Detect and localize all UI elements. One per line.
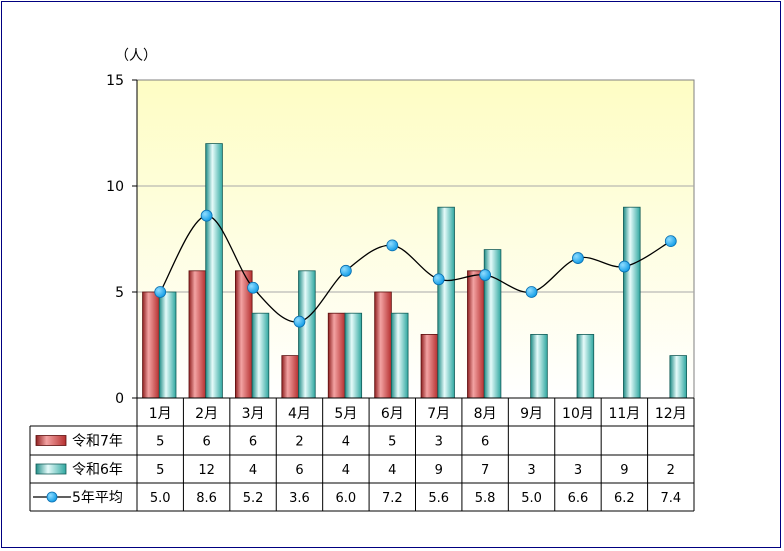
data-label: 6	[249, 435, 257, 450]
average-marker	[154, 286, 167, 298]
x-tick-label: 7月	[427, 406, 450, 422]
data-label: 5	[156, 435, 164, 450]
data-label: 3	[527, 463, 535, 478]
average-marker	[479, 269, 492, 281]
bar-reiwa6	[530, 333, 548, 399]
data-label: 4	[388, 463, 396, 478]
x-tick-label: 9月	[520, 406, 543, 422]
legend-key-reiwa7	[35, 435, 67, 446]
data-label: 4	[342, 463, 350, 478]
data-label: 5	[388, 435, 396, 450]
data-label: 3.6	[289, 491, 310, 506]
data-label: 9	[435, 463, 443, 478]
data-label: 5.2	[243, 491, 264, 506]
y-unit-label: （人）	[115, 48, 157, 64]
y-tick-label: 0	[115, 391, 124, 407]
average-marker	[664, 235, 677, 248]
data-label: 6.0	[336, 491, 357, 506]
bar-reiwa6	[298, 270, 316, 399]
average-marker	[618, 260, 631, 273]
bar-reiwa7	[467, 270, 485, 399]
bar-reiwa6	[437, 206, 455, 399]
legend-key-reiwa6	[35, 463, 67, 475]
bar-reiwa7	[327, 312, 346, 399]
data-label: 8.6	[196, 491, 217, 506]
average-marker	[247, 281, 259, 294]
bar-reiwa7	[281, 355, 299, 399]
data-label: 4	[249, 463, 257, 478]
data-label: 5.8	[475, 491, 496, 506]
average-marker	[339, 264, 352, 277]
bar-reiwa6	[669, 355, 687, 399]
data-label: 7	[481, 463, 489, 478]
x-tick-label: 8月	[474, 406, 497, 422]
data-label: 3	[574, 463, 582, 478]
data-label: 6	[481, 435, 489, 450]
data-label: 6	[202, 435, 210, 450]
data-label: 2	[295, 435, 303, 450]
y-tick-label: 15	[106, 73, 124, 89]
data-label: 12	[198, 463, 215, 478]
bar-reiwa7	[142, 291, 160, 399]
x-tick-label: 12月	[655, 406, 687, 422]
bar-reiwa7	[188, 270, 207, 399]
bar-reiwa6	[205, 143, 223, 399]
bar-reiwa6	[344, 312, 363, 399]
x-tick-label: 4月	[288, 406, 311, 422]
x-tick-label: 3月	[242, 406, 265, 422]
data-label: 9	[620, 463, 628, 478]
average-line	[154, 209, 677, 328]
data-label: 7.2	[382, 491, 403, 506]
average-marker	[386, 239, 399, 252]
legend-label: 令和7年	[72, 434, 123, 450]
x-tick-label: 11月	[608, 406, 640, 422]
bar-reiwa6	[158, 291, 177, 399]
data-label: 5.0	[521, 491, 542, 506]
y-tick-label: 10	[106, 179, 124, 195]
average-marker	[572, 252, 584, 264]
data-label: 5.6	[428, 491, 449, 506]
data-label: 5.0	[150, 491, 171, 506]
data-label: 3	[435, 435, 443, 450]
average-marker	[200, 209, 213, 222]
data-label: 4	[342, 435, 350, 450]
data-label: 7.4	[660, 491, 681, 506]
data-label: 6.6	[568, 491, 589, 506]
bar-reiwa6	[251, 312, 270, 399]
y-tick-label: 5	[115, 285, 124, 301]
plot-area	[136, 79, 695, 399]
x-tick-label: 2月	[195, 406, 218, 422]
bar-reiwa6	[390, 312, 409, 399]
legend-label: 令和6年	[72, 462, 123, 478]
average-marker	[525, 286, 538, 298]
gridlines	[137, 185, 694, 293]
bar-reiwa7	[374, 291, 392, 399]
average-marker	[432, 273, 445, 286]
legend-label: 5年平均	[72, 490, 123, 506]
data-label: 5	[156, 463, 164, 478]
average-marker	[293, 315, 306, 328]
bar-reiwa6	[623, 206, 641, 399]
data-label: 6	[295, 463, 303, 478]
x-tick-label: 6月	[381, 406, 404, 422]
y-axis: 0 5 10 15	[106, 73, 138, 407]
legend-key-average-marker	[46, 491, 58, 503]
x-tick-label: 5月	[334, 406, 357, 422]
bars	[142, 143, 687, 399]
x-tick-label: 10月	[562, 406, 594, 422]
x-tick-label: 1月	[149, 406, 172, 422]
bar-reiwa6	[576, 333, 595, 399]
bar-reiwa7	[420, 333, 439, 399]
data-label: 2	[667, 463, 675, 478]
data-label: 6.2	[614, 491, 635, 506]
